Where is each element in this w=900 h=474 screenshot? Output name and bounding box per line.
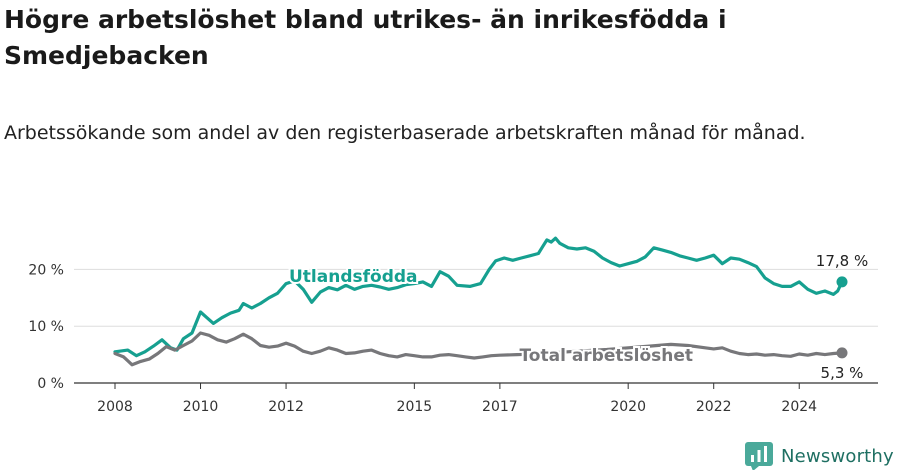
chart-subtitle: Arbetssökande som andel av den registerb… xyxy=(4,122,806,144)
x-tick-label: 2020 xyxy=(610,399,646,415)
x-axis: 2008 2010 2012 2015 2017 2020 2022 2024 xyxy=(97,383,817,415)
series-end-label: 17,8 % xyxy=(816,252,868,270)
x-tick-label: 2010 xyxy=(183,399,219,415)
brand-name: Newsworthy xyxy=(781,445,894,467)
series-name-label: Utlandsfödda xyxy=(289,267,418,287)
chart-grid xyxy=(74,268,878,384)
x-tick-label: 2012 xyxy=(268,399,304,415)
chart-series xyxy=(113,236,848,367)
series-line-total xyxy=(113,331,844,367)
chart-title: Högre arbetslöshet bland utrikes- än inr… xyxy=(4,5,727,70)
series-end-label: 5,3 % xyxy=(821,364,864,382)
series-line-utlandsfodda xyxy=(113,236,844,358)
x-tick-label: 2017 xyxy=(482,399,518,415)
x-tick-label: 2008 xyxy=(97,399,133,415)
x-tick-label: 2015 xyxy=(397,399,433,415)
series-end-marker xyxy=(836,276,848,288)
y-tick-label: 0 % xyxy=(37,376,64,392)
y-axis: 0 % 10 % 20 % xyxy=(28,262,64,392)
newsworthy-logo-icon xyxy=(745,442,773,470)
series-end-marker xyxy=(836,347,848,359)
y-tick-label: 10 % xyxy=(28,319,64,335)
x-tick-label: 2022 xyxy=(696,399,732,415)
x-tick-label: 2024 xyxy=(781,399,817,415)
chart-labels: 17,8 % 5,3 % Utlandsfödda Total arbetslöshe… xyxy=(287,252,868,382)
series-name-label: Total arbetslöshet xyxy=(519,346,693,366)
brand: Newsworthy xyxy=(745,441,894,471)
y-tick-label: 20 % xyxy=(28,262,64,278)
